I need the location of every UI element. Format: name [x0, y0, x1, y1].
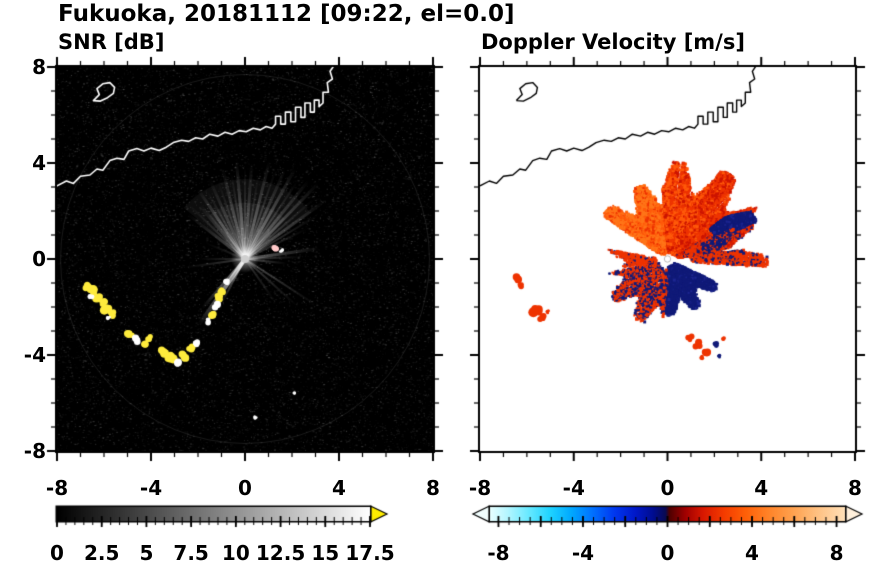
snr-x-tick-label: 0 [238, 476, 252, 500]
snr-colorbar-tick-label: 12.5 [255, 541, 306, 565]
y-tick-label: 0 [32, 247, 46, 271]
snr-x-tick-label: -4 [139, 476, 163, 500]
doppler-colorbar-tick-label: 8 [829, 541, 844, 565]
y-tick-label: -8 [23, 439, 46, 463]
snr-colorbar-tick-label: 15 [311, 541, 340, 565]
doppler-panel-label: Doppler Velocity [m/s] [481, 30, 745, 54]
snr-colorbar-tick-label: 5 [139, 541, 154, 565]
doppler-x-tick-label: 0 [660, 476, 675, 500]
snr-colorbar-tick-label: 2.5 [83, 541, 120, 565]
doppler-colorbar-tick-label: 0 [660, 541, 675, 565]
y-tick-label: 8 [32, 55, 46, 79]
doppler-x-tick-label: -4 [562, 476, 585, 500]
doppler-x-tick-label: 4 [754, 476, 769, 500]
doppler-x-tick-label: 8 [848, 476, 862, 500]
figure-title: Fukuoka, 20181112 [09:22, el=0.0] [58, 1, 515, 27]
doppler-x-tick-label: -8 [468, 476, 492, 500]
snr-colorbar-tick-label: 17.5 [345, 541, 395, 565]
snr-panel-label: SNR [dB] [58, 30, 165, 54]
snr-colorbar-tick-label: 10 [221, 541, 250, 565]
y-tick-label: -4 [23, 343, 46, 367]
snr-colorbar-tick-label: 0 [50, 541, 64, 565]
y-tick-label: 4 [32, 151, 46, 175]
snr-colorbar-tick-label: 7.5 [173, 541, 209, 565]
doppler-colorbar-tick-label: 4 [745, 541, 759, 565]
doppler-colorbar-tick-label: -4 [571, 541, 595, 565]
doppler-colorbar-tick-label: -8 [487, 541, 510, 565]
snr-x-tick-label: 8 [426, 476, 440, 500]
snr-x-tick-label: 4 [332, 476, 346, 500]
snr-x-tick-label: -8 [45, 476, 69, 500]
